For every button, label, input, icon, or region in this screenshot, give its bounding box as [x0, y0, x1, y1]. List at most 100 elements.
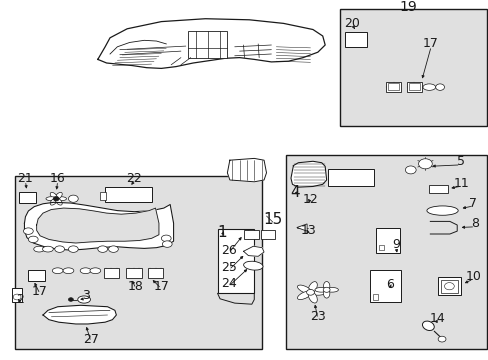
- Text: 4: 4: [289, 185, 299, 200]
- Ellipse shape: [161, 235, 171, 242]
- Ellipse shape: [23, 228, 33, 234]
- Ellipse shape: [56, 197, 66, 201]
- Text: 2: 2: [17, 293, 24, 306]
- Text: 21: 21: [18, 172, 33, 185]
- Polygon shape: [37, 208, 159, 243]
- Ellipse shape: [90, 268, 101, 274]
- Polygon shape: [243, 246, 264, 256]
- Text: 14: 14: [429, 312, 445, 325]
- Ellipse shape: [55, 198, 62, 205]
- Ellipse shape: [162, 241, 172, 247]
- Ellipse shape: [63, 268, 74, 274]
- Bar: [147, 268, 163, 278]
- Polygon shape: [43, 305, 116, 324]
- Bar: [100, 192, 106, 200]
- Text: 11: 11: [453, 177, 468, 190]
- Bar: [12, 288, 22, 302]
- Text: 15: 15: [263, 212, 282, 227]
- Bar: [103, 268, 119, 278]
- Ellipse shape: [50, 198, 57, 205]
- Ellipse shape: [309, 289, 325, 295]
- Ellipse shape: [437, 336, 445, 342]
- Ellipse shape: [307, 282, 317, 293]
- Text: 18: 18: [128, 280, 143, 293]
- Bar: [28, 270, 45, 281]
- Ellipse shape: [307, 291, 317, 303]
- Bar: [261, 230, 274, 239]
- Text: 27: 27: [83, 333, 99, 346]
- Bar: [428, 185, 447, 193]
- Ellipse shape: [55, 246, 64, 252]
- Ellipse shape: [243, 261, 263, 270]
- Bar: [285, 155, 486, 349]
- Ellipse shape: [68, 195, 78, 202]
- Ellipse shape: [28, 236, 38, 243]
- Polygon shape: [296, 224, 306, 231]
- Text: 10: 10: [465, 270, 480, 283]
- Bar: [105, 187, 151, 202]
- Bar: [387, 83, 398, 90]
- Bar: [339, 9, 486, 126]
- Ellipse shape: [323, 289, 329, 298]
- Bar: [345, 32, 366, 47]
- Ellipse shape: [418, 159, 431, 169]
- Text: 24: 24: [221, 277, 236, 290]
- Ellipse shape: [68, 246, 78, 252]
- Ellipse shape: [34, 246, 44, 252]
- Polygon shape: [290, 161, 326, 187]
- Bar: [408, 83, 419, 90]
- Text: 6: 6: [386, 278, 393, 291]
- Ellipse shape: [68, 298, 73, 301]
- Bar: [440, 280, 457, 293]
- Text: 9: 9: [391, 238, 399, 251]
- Bar: [372, 294, 378, 300]
- Ellipse shape: [55, 192, 62, 199]
- Ellipse shape: [422, 321, 433, 330]
- Polygon shape: [24, 202, 173, 250]
- Ellipse shape: [426, 206, 457, 215]
- Bar: [386, 82, 400, 92]
- Bar: [217, 229, 254, 293]
- Ellipse shape: [108, 246, 118, 252]
- Ellipse shape: [297, 291, 311, 300]
- Bar: [406, 82, 421, 92]
- Bar: [243, 230, 259, 239]
- Text: 25: 25: [221, 261, 236, 274]
- Ellipse shape: [323, 287, 329, 292]
- Bar: [375, 228, 399, 253]
- Text: 5: 5: [456, 156, 464, 168]
- Text: 1: 1: [217, 225, 227, 240]
- Text: 20: 20: [344, 17, 359, 30]
- Bar: [188, 31, 227, 58]
- Ellipse shape: [53, 197, 59, 201]
- Text: 16: 16: [50, 172, 65, 185]
- Bar: [437, 277, 460, 295]
- Bar: [379, 245, 384, 250]
- Text: 19: 19: [399, 0, 416, 14]
- Text: 3: 3: [81, 289, 89, 302]
- Ellipse shape: [405, 166, 415, 174]
- Ellipse shape: [325, 287, 338, 292]
- Ellipse shape: [46, 197, 57, 201]
- Ellipse shape: [306, 289, 314, 295]
- Text: 12: 12: [302, 193, 318, 206]
- Text: 26: 26: [221, 244, 236, 257]
- Ellipse shape: [50, 192, 57, 199]
- Ellipse shape: [13, 294, 21, 300]
- Text: 17: 17: [422, 37, 437, 50]
- Ellipse shape: [435, 84, 444, 90]
- Ellipse shape: [78, 296, 90, 303]
- Text: 23: 23: [309, 310, 325, 323]
- Text: 8: 8: [470, 217, 478, 230]
- Bar: [126, 268, 142, 278]
- Bar: [19, 192, 36, 203]
- Text: 13: 13: [300, 224, 315, 237]
- Ellipse shape: [297, 285, 311, 294]
- Ellipse shape: [323, 282, 329, 291]
- Ellipse shape: [314, 287, 327, 292]
- Ellipse shape: [98, 246, 107, 252]
- Ellipse shape: [52, 268, 63, 274]
- Bar: [15, 176, 261, 349]
- Ellipse shape: [80, 268, 91, 274]
- Ellipse shape: [444, 283, 453, 290]
